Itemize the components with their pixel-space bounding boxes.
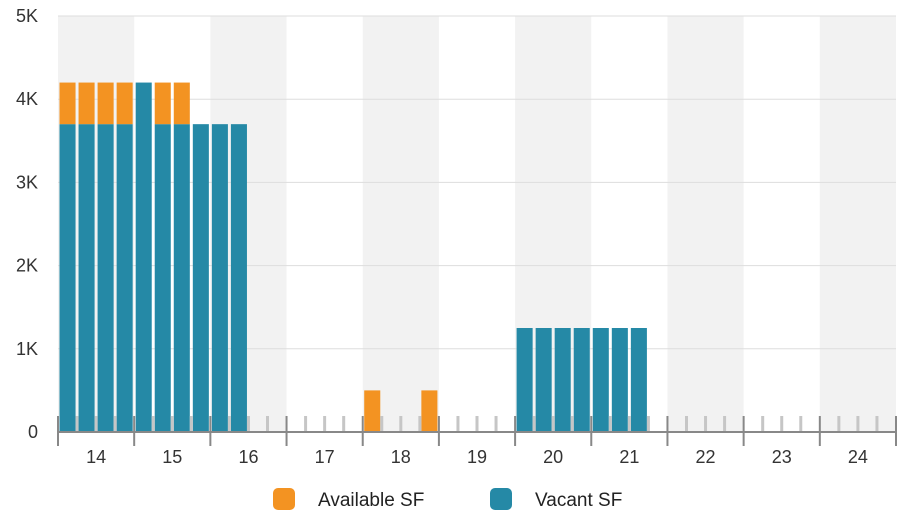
bar-vacant-sf — [554, 328, 571, 432]
legend-item[interactable]: Available SF — [273, 488, 424, 511]
y-tick-label: 1K — [16, 339, 38, 359]
bar-vacant-sf — [573, 328, 590, 432]
category-band — [362, 16, 439, 432]
x-tick-label: 18 — [391, 447, 411, 467]
x-tick-label: 15 — [162, 447, 182, 467]
category-bands — [58, 16, 896, 432]
bar-vacant-sf — [135, 82, 152, 432]
bar-available-sf — [97, 82, 114, 125]
bar-available-sf — [59, 82, 76, 125]
bar-available-sf — [78, 82, 95, 125]
y-axis-labels: 0 1K 2K 3K 4K 5K — [16, 6, 38, 442]
legend-label: Vacant SF — [535, 490, 622, 511]
x-tick-label: 14 — [86, 447, 106, 467]
bar-vacant-sf — [59, 124, 76, 432]
bars — [59, 82, 647, 432]
legend-item[interactable]: Vacant SF — [490, 488, 622, 511]
y-tick-label: 2K — [16, 256, 38, 276]
bar-vacant-sf — [116, 124, 133, 432]
x-axis — [57, 416, 897, 446]
bar-vacant-sf — [173, 124, 190, 432]
x-axis-labels: 14 15 16 17 18 19 20 21 22 23 24 — [86, 447, 868, 467]
minor-ticks — [75, 416, 879, 432]
category-band — [667, 16, 744, 432]
x-tick-label: 16 — [238, 447, 258, 467]
bar-vacant-sf — [592, 328, 609, 432]
bar-vacant-sf — [611, 328, 628, 432]
legend: Available SF Vacant SF — [273, 488, 622, 511]
bar-vacant-sf — [78, 124, 95, 432]
bar-vacant-sf — [192, 124, 209, 432]
bar-vacant-sf — [535, 328, 552, 432]
bar-vacant-sf — [516, 328, 533, 432]
bar-vacant-sf — [154, 124, 171, 432]
x-tick-label: 23 — [772, 447, 792, 467]
x-tick-label: 20 — [543, 447, 563, 467]
bar-available-sf — [173, 82, 190, 125]
legend-swatch — [490, 488, 512, 510]
bar-available-sf — [154, 82, 171, 125]
bar-vacant-sf — [211, 124, 228, 432]
category-band — [819, 16, 896, 432]
legend-label: Available SF — [318, 490, 424, 511]
legend-swatch — [273, 488, 295, 510]
y-tick-label: 5K — [16, 6, 38, 26]
x-tick-label: 21 — [619, 447, 639, 467]
bar-available-sf — [116, 82, 133, 125]
y-tick-label: 0 — [28, 422, 38, 442]
x-tick-label: 17 — [315, 447, 335, 467]
bar-available-sf — [421, 390, 438, 432]
bar-vacant-sf — [630, 328, 647, 432]
x-tick-label: 24 — [848, 447, 868, 467]
y-tick-label: 3K — [16, 172, 38, 192]
bar-available-sf — [364, 390, 381, 432]
bar-vacant-sf — [230, 124, 247, 432]
y-tick-label: 4K — [16, 89, 38, 109]
x-tick-label: 19 — [467, 447, 487, 467]
bar-vacant-sf — [97, 124, 114, 432]
x-tick-label: 22 — [696, 447, 716, 467]
